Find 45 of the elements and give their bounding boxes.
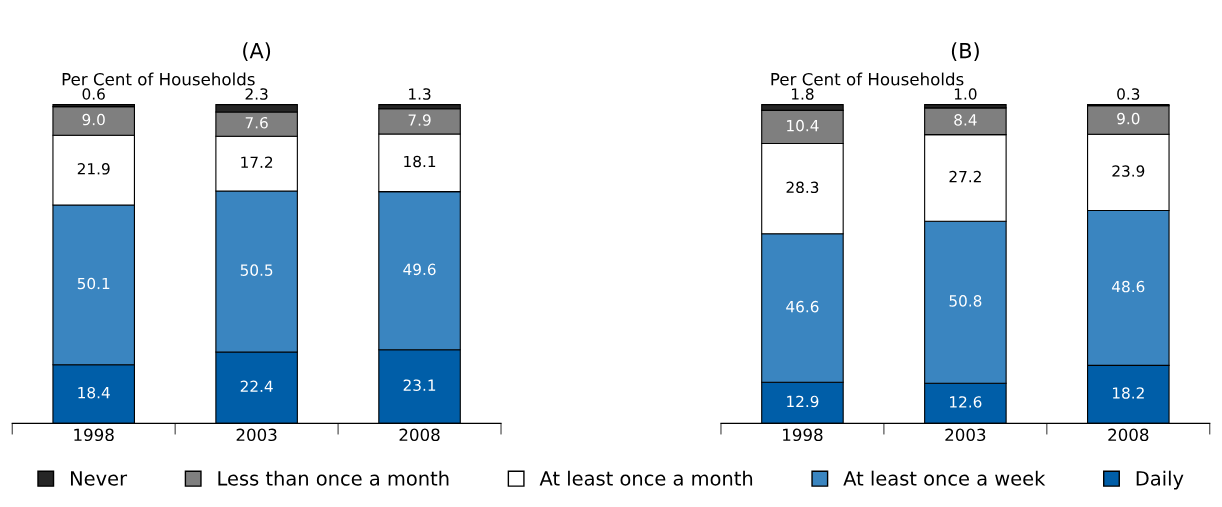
data-label: 8.4 — [954, 114, 977, 126]
data-label: 1.3 — [409, 88, 431, 100]
data-label: 27.2 — [949, 170, 981, 183]
legend-label: Never — [71, 471, 128, 486]
x-tick-label: 1998 — [783, 428, 823, 442]
data-label: 12.9 — [787, 395, 819, 408]
data-label: 28.3 — [786, 181, 819, 194]
data-label: 9.0 — [1117, 112, 1140, 125]
x-tick-label: 2003 — [236, 428, 277, 442]
y-axis-title: Per Cent of Households — [62, 72, 255, 86]
data-label: 22.4 — [240, 380, 273, 392]
data-label: 7.9 — [408, 114, 431, 126]
data-label: 1.8 — [791, 88, 814, 100]
x-tick-label: 1998 — [74, 428, 114, 442]
data-label: 49.6 — [403, 263, 436, 276]
data-label: 18.2 — [1112, 387, 1144, 399]
data-label: 9.0 — [82, 113, 105, 126]
x-tick-label: 2008 — [399, 428, 440, 442]
data-label: 18.1 — [404, 155, 436, 168]
data-label: 10.4 — [787, 119, 819, 132]
x-tick-label: 2003 — [945, 428, 986, 442]
data-label: 23.1 — [403, 379, 436, 391]
data-label: 50.1 — [77, 277, 110, 290]
data-label: 18.4 — [78, 386, 110, 399]
data-label: 2.3 — [245, 88, 268, 100]
data-label: 1.0 — [954, 88, 977, 100]
data-label: 0.6 — [82, 88, 105, 100]
data-label: 50.8 — [949, 295, 982, 307]
data-label: 48.6 — [1112, 280, 1145, 293]
y-axis-title: Per Cent of Households — [771, 72, 964, 86]
legend-label: Daily — [1136, 470, 1184, 490]
data-label: 0.3 — [1117, 88, 1140, 100]
chart-title: (B) — [951, 42, 979, 61]
legend-label: Less than once a month — [218, 470, 449, 486]
legend-label: At least once a week — [843, 470, 1046, 486]
chart-title: (A) — [243, 42, 271, 61]
data-label: 21.9 — [77, 163, 110, 175]
data-label: 17.2 — [241, 156, 273, 168]
data-label: 7.6 — [245, 116, 268, 129]
legend-label: At least once a month — [539, 470, 753, 486]
data-label: 12.6 — [950, 396, 982, 408]
x-tick-label: 2008 — [1108, 428, 1149, 442]
data-label: 46.6 — [786, 300, 819, 313]
data-label: 23.9 — [1112, 165, 1145, 177]
data-label: 50.5 — [240, 264, 273, 276]
